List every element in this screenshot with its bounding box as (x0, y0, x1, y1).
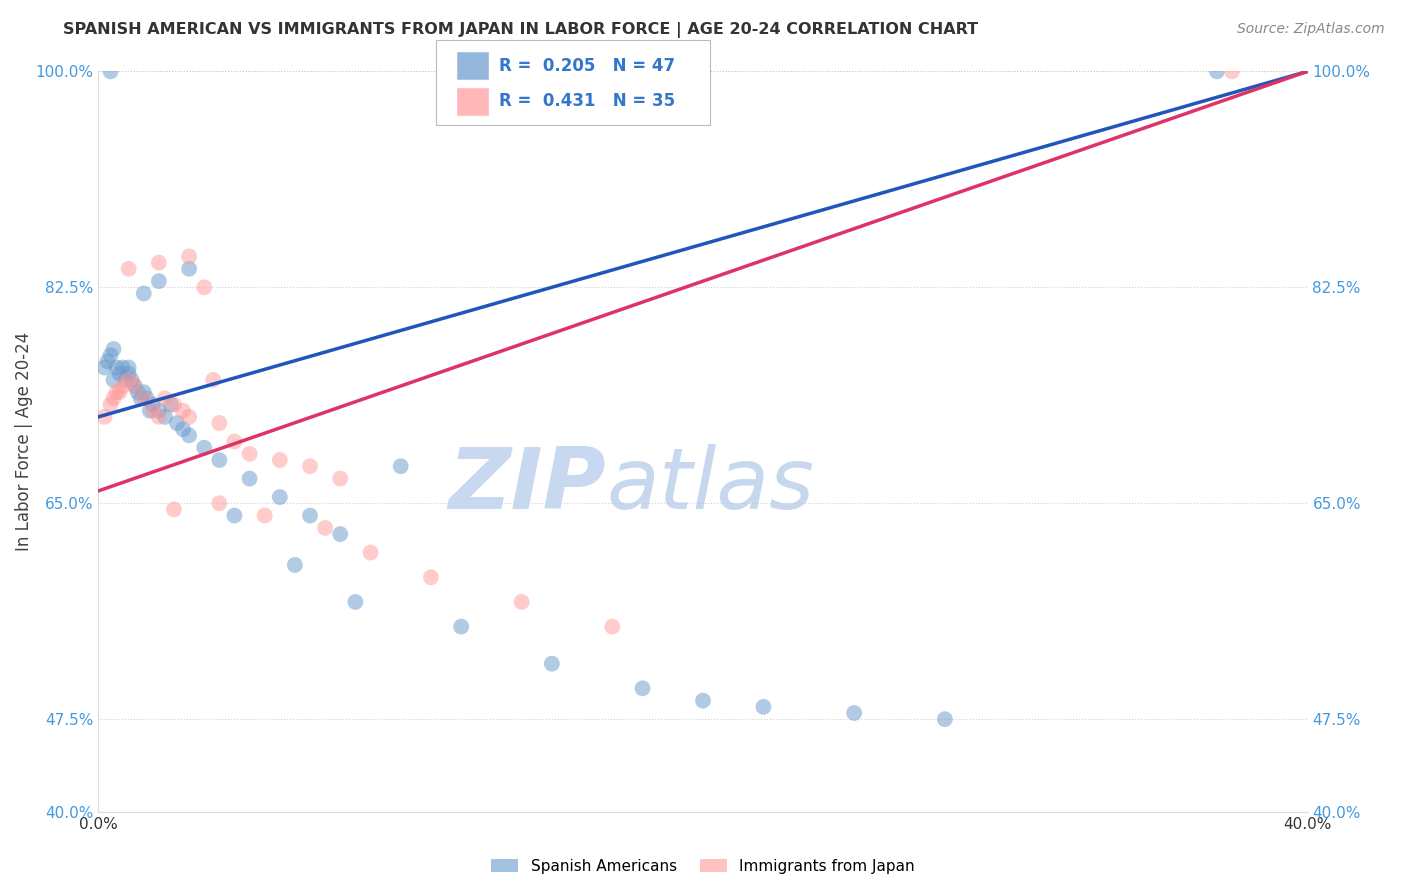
Point (692, 694, 714, 708)
Point (148, 403, 170, 417)
Point (329, 527, 352, 541)
Point (129, 392, 152, 406)
Point (124, 379, 146, 393)
Point (450, 619, 472, 633)
Point (132, 392, 155, 406)
Point (631, 681, 654, 696)
Point (118, 373, 141, 387)
Point (172, 403, 194, 417)
Point (108, 367, 131, 381)
Text: ZIP: ZIP (449, 444, 606, 527)
Point (153, 392, 176, 406)
Point (208, 496, 231, 510)
Text: R =  0.205   N = 47: R = 0.205 N = 47 (499, 57, 675, 75)
Point (269, 453, 291, 467)
Point (844, 706, 866, 720)
Point (142, 398, 165, 412)
Point (314, 521, 336, 535)
Point (103, 373, 125, 387)
Point (148, 255, 170, 269)
Point (118, 360, 141, 375)
Point (135, 392, 157, 406)
Point (105, 385, 128, 400)
Point (253, 508, 276, 523)
Point (934, 712, 956, 726)
Point (224, 508, 246, 523)
Point (602, 619, 624, 633)
Point (124, 379, 146, 393)
Point (299, 459, 322, 474)
Point (111, 379, 134, 393)
Text: SPANISH AMERICAN VS IMMIGRANTS FROM JAPAN IN LABOR FORCE | AGE 20-24 CORRELATION: SPANISH AMERICAN VS IMMIGRANTS FROM JAPA… (63, 22, 979, 38)
Point (752, 699, 775, 714)
Point (160, 398, 183, 412)
Point (100, 398, 122, 412)
Point (142, 403, 165, 417)
Point (148, 409, 170, 424)
Point (179, 261, 201, 276)
Point (284, 558, 307, 572)
Text: Source: ZipAtlas.com: Source: ZipAtlas.com (1237, 22, 1385, 37)
Point (132, 286, 155, 301)
Point (208, 416, 231, 430)
Point (139, 403, 162, 417)
Point (118, 367, 141, 381)
Point (239, 471, 262, 485)
Point (299, 508, 322, 523)
Point (202, 373, 225, 387)
Text: R =  0.431   N = 35: R = 0.431 N = 35 (499, 93, 675, 111)
Point (420, 570, 443, 584)
Point (166, 416, 188, 430)
Point (103, 342, 125, 356)
Point (540, 657, 562, 671)
Point (360, 545, 382, 560)
Point (510, 595, 533, 609)
Point (239, 447, 262, 461)
Point (100, 348, 122, 362)
Point (118, 261, 141, 276)
Point (193, 441, 215, 455)
Point (111, 360, 134, 375)
Y-axis label: In Labor Force | Age 20-24: In Labor Force | Age 20-24 (15, 332, 34, 551)
Legend: Spanish Americans, Immigrants from Japan: Spanish Americans, Immigrants from Japan (485, 853, 921, 880)
Point (389, 459, 412, 474)
Point (329, 471, 352, 485)
Point (179, 409, 201, 424)
Point (108, 385, 131, 400)
Point (163, 398, 186, 412)
Point (103, 392, 125, 406)
Point (172, 422, 194, 436)
Point (121, 373, 143, 387)
Point (163, 502, 186, 516)
Point (153, 409, 176, 424)
Point (179, 428, 201, 442)
Point (1220, 64, 1243, 78)
Point (1206, 64, 1229, 78)
Point (114, 373, 136, 387)
Point (224, 434, 246, 449)
Point (269, 490, 291, 504)
Point (148, 274, 170, 288)
Point (93, 360, 115, 375)
Text: atlas: atlas (606, 444, 814, 527)
Point (344, 595, 367, 609)
Point (100, 64, 122, 78)
Point (132, 385, 155, 400)
Point (127, 385, 149, 400)
Point (208, 453, 231, 467)
Point (193, 280, 215, 294)
Point (105, 360, 128, 375)
Point (179, 249, 201, 263)
Point (93, 409, 115, 424)
Point (96, 354, 118, 368)
